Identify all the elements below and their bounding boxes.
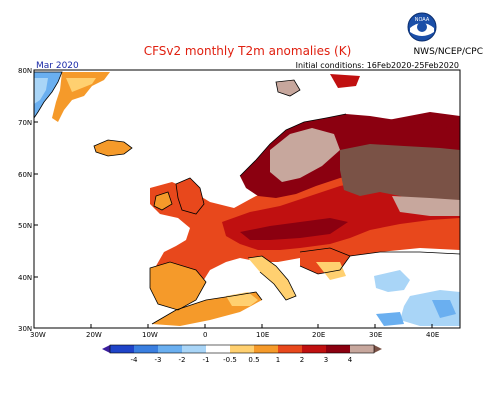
colorbar-segment <box>278 345 302 353</box>
plot-frame <box>33 69 461 329</box>
greenland-warm-region <box>52 72 110 122</box>
colorbar-tick: 1 <box>276 356 280 364</box>
arctic-island-region <box>330 74 360 88</box>
colorbar-tick: -3 <box>155 356 162 364</box>
noaa-logo: NOAA <box>407 12 437 42</box>
iceland-region <box>94 140 132 156</box>
lon-label-30e: 30E <box>369 331 382 339</box>
logo-text: NOAA <box>415 17 430 23</box>
longitude-axis: 30W 20W 10W 0 10E 20E 30E 40E <box>30 324 439 339</box>
colorbar-segment <box>110 345 134 353</box>
colorbar-segment <box>134 345 158 353</box>
forecast-month: Mar 2020 <box>36 61 79 71</box>
greenland-mild-region <box>66 78 96 92</box>
middle-east-cool-region <box>400 290 460 326</box>
lon-label-10e: 10E <box>256 331 269 339</box>
colorbar-segment <box>182 345 206 353</box>
colorbar-segment <box>302 345 326 353</box>
colorbar: -4 -3 -2 -1 -0.5 0.5 1 2 3 4 <box>102 344 382 364</box>
latitude-axis: 80N 70N 60N 50N 40N 30N <box>18 67 38 333</box>
lat-label-30n: 30N <box>18 325 32 333</box>
greenland-cool-region <box>34 78 48 104</box>
colorbar-segment <box>206 345 230 353</box>
colorbar-tick: -1 <box>203 356 210 364</box>
colorbar-segment <box>102 345 110 353</box>
colorbar-tick: 0.5 <box>248 356 259 364</box>
lon-label-10w: 10W <box>142 331 158 339</box>
colorbar-tick: 2 <box>300 356 304 364</box>
colorbar-segment <box>230 345 254 353</box>
colorbar-segment <box>326 345 350 353</box>
central-europe-very-hot-region <box>240 218 348 240</box>
lon-label-20e: 20E <box>312 331 325 339</box>
middle-east-cold-region <box>432 300 456 318</box>
credit-text: NWS/NCEP/CPC <box>413 47 483 57</box>
italy-region <box>248 256 296 300</box>
ireland-region <box>154 192 172 210</box>
lat-label-60n: 60N <box>18 171 32 179</box>
colorbar-tick: -4 <box>131 356 139 364</box>
colorbar-segment <box>254 345 278 353</box>
svalbard-region <box>276 80 300 96</box>
lat-label-40n: 40N <box>18 274 32 282</box>
lat-label-50n: 50N <box>18 222 32 230</box>
colorbar-segment <box>158 345 182 353</box>
colorbar-tick: 4 <box>348 356 353 364</box>
russia-brown-region <box>340 144 460 204</box>
lat-label-70n: 70N <box>18 119 32 127</box>
map-title: CFSv2 monthly T2m anomalies (K) <box>143 44 352 58</box>
russia-light-region <box>392 196 460 216</box>
colorbar-outline <box>109 344 375 354</box>
lon-label-20w: 20W <box>86 331 102 339</box>
colorbar-segment <box>350 345 374 353</box>
colorbar-segment <box>374 345 382 353</box>
lat-label-80n: 80N <box>18 67 32 75</box>
lon-label-30w: 30W <box>30 331 46 339</box>
levant-cold-region <box>376 312 404 326</box>
lon-label-0: 0 <box>203 331 207 339</box>
colorbar-tick: -0.5 <box>223 356 237 364</box>
lon-label-40e: 40E <box>426 331 439 339</box>
colorbar-tick: 3 <box>324 356 328 364</box>
coastlines <box>34 71 460 325</box>
colorbar-tick: -2 <box>179 356 186 364</box>
greece-region <box>316 262 346 280</box>
initial-conditions: Initial conditions: 16Feb2020-25Feb2020 <box>295 61 459 70</box>
turkey-cool-region <box>374 270 410 292</box>
uk-region <box>176 178 204 214</box>
scandinavia-light-region <box>270 128 340 182</box>
iberia-region <box>150 262 206 310</box>
